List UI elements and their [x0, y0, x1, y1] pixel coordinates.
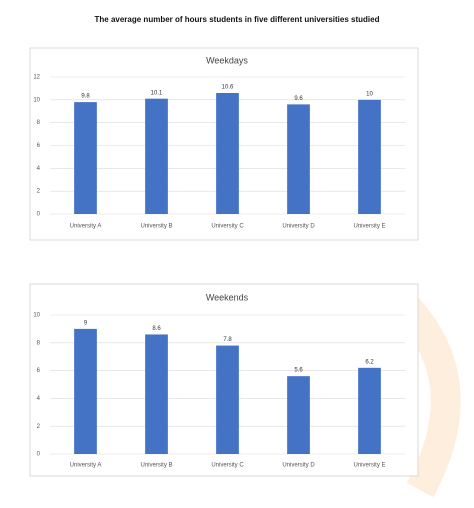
- data-label: 8.6: [152, 326, 161, 332]
- chart-title: Weekdays: [206, 55, 248, 65]
- bar: [287, 376, 310, 454]
- x-tick-label: University D: [282, 224, 315, 230]
- bar: [145, 334, 168, 454]
- bar: [145, 98, 168, 214]
- y-tick-label: 0: [37, 212, 41, 218]
- y-tick-label: 0: [37, 452, 41, 458]
- y-tick-label: 6: [37, 143, 41, 149]
- x-tick-label: University B: [140, 224, 172, 230]
- x-tick-label: University C: [211, 463, 244, 469]
- y-tick-label: 10: [33, 313, 40, 319]
- x-tick-label: University A: [70, 463, 102, 469]
- x-tick-label: University E: [353, 224, 385, 230]
- data-label: 9.8: [81, 94, 90, 100]
- data-label: 7.8: [223, 337, 232, 343]
- y-tick-label: 8: [37, 120, 41, 126]
- bar: [74, 102, 97, 214]
- y-tick-label: 2: [37, 189, 41, 195]
- data-label: 9: [84, 320, 88, 326]
- bar: [216, 345, 239, 454]
- data-label: 10: [366, 91, 373, 97]
- x-tick-label: University C: [211, 224, 244, 230]
- bar: [358, 367, 381, 454]
- bar: [287, 104, 310, 214]
- y-tick-label: 6: [37, 368, 41, 374]
- x-tick-label: University B: [140, 463, 172, 469]
- data-label: 10.6: [222, 85, 234, 91]
- x-tick-label: University A: [70, 224, 102, 230]
- data-label: 9.6: [294, 96, 303, 102]
- chart-title: Weekends: [206, 292, 249, 302]
- bar: [74, 328, 97, 454]
- data-label: 5.6: [294, 368, 303, 374]
- y-tick-label: 10: [33, 97, 40, 103]
- y-tick-label: 12: [33, 75, 40, 81]
- x-tick-label: University D: [282, 463, 315, 469]
- y-tick-label: 8: [37, 340, 41, 346]
- y-tick-label: 2: [37, 424, 41, 430]
- data-label: 10.1: [151, 90, 163, 96]
- y-tick-label: 4: [37, 396, 41, 402]
- x-tick-label: University E: [353, 463, 385, 469]
- bar: [358, 99, 381, 214]
- data-label: 6.2: [365, 359, 374, 365]
- y-tick-label: 4: [37, 166, 41, 172]
- main-title: The average number of hours students in …: [95, 15, 380, 24]
- bar: [216, 92, 239, 214]
